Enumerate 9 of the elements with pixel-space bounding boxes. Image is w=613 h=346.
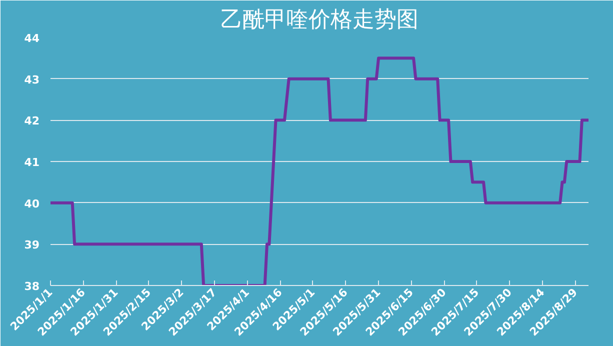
line-series (50, 56, 588, 286)
y-tick-label: 41 (24, 156, 40, 169)
y-tick-label: 43 (24, 73, 40, 86)
y-tick-label: 39 (24, 238, 40, 252)
y-tick-label: 38 (24, 280, 40, 293)
chart-title: 乙酰甲喹价格走势图 (220, 8, 418, 32)
y-tick-label: 40 (24, 197, 40, 210)
y-tick-label: 42 (24, 114, 40, 128)
y-tick-label: 44 (24, 32, 40, 45)
